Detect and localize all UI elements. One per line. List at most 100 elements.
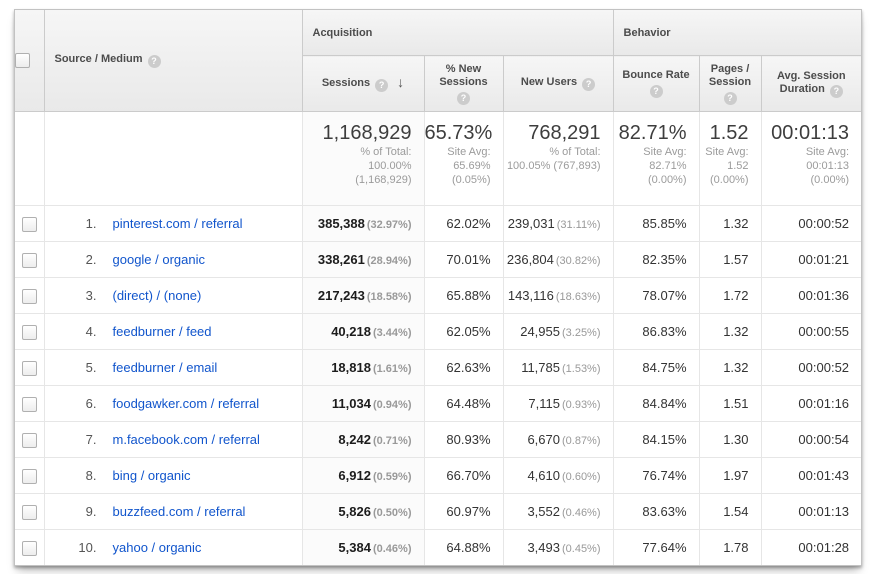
- new-users-value: 236,804: [506, 252, 554, 267]
- help-icon[interactable]: ?: [649, 85, 663, 98]
- source-medium-link[interactable]: m.facebook.com / referral: [112, 432, 260, 447]
- bounce-rate-cell: 84.15%: [613, 421, 700, 458]
- new-users-value: 11,785: [521, 360, 560, 375]
- sessions-percent: (32.97%): [366, 219, 412, 231]
- totals-sessions-sub2: 100.00%: [368, 160, 412, 172]
- help-icon[interactable]: ?: [582, 78, 596, 91]
- row-rank: 4.: [85, 324, 97, 339]
- totals-pages-session: 1.52 Site Avg: 1.52 (0.00%): [699, 111, 762, 206]
- new-users-cell: 143,116 (18.63%): [503, 277, 614, 314]
- totals-pct-new-sub1: Site Avg:: [447, 146, 491, 158]
- column-header-pages-session[interactable]: Pages / Session ?: [699, 55, 762, 112]
- new-users-percent: (0.93%): [561, 399, 601, 411]
- table-row: 3. (direct) / (none) 217,243 (18.58%) 65.8…: [15, 277, 862, 314]
- source-medium-link[interactable]: feedburner / feed: [112, 324, 212, 339]
- new-users-percent: (3.25%): [561, 327, 601, 339]
- help-icon[interactable]: ?: [375, 78, 389, 92]
- sessions-percent: (0.71%): [372, 435, 412, 447]
- totals-new-users-value: 768,291: [528, 122, 601, 144]
- totals-duration-value: 00:01:13: [771, 122, 850, 144]
- row-checkbox-cell: [15, 529, 45, 565]
- source-medium-link[interactable]: bing / organic: [112, 468, 191, 483]
- row-rank: 3.: [85, 288, 97, 303]
- sessions-cell: 338,261 (28.94%): [302, 241, 425, 278]
- row-checkbox-cell: [15, 241, 45, 278]
- bounce-rate-cell: 84.84%: [613, 385, 700, 422]
- source-medium-link[interactable]: feedburner / email: [112, 360, 218, 375]
- new-users-percent: (0.87%): [561, 435, 601, 447]
- help-icon[interactable]: ?: [147, 55, 161, 68]
- pct-new-line2: Sessions: [439, 75, 488, 88]
- pages-session-cell: 1.30: [699, 421, 762, 458]
- source-medium-link[interactable]: yahoo / organic: [112, 540, 202, 555]
- new-users-cell: 3,493 (0.45%): [503, 529, 614, 565]
- table-row: 5. feedburner / email 18,818 (1.61%) 62.63…: [15, 349, 862, 386]
- pct-new-sessions-cell: 80.93%: [424, 421, 504, 458]
- row-checkbox[interactable]: [21, 252, 37, 268]
- row-checkbox[interactable]: [21, 360, 37, 376]
- pages-session-cell: 1.54: [699, 493, 762, 530]
- pct-new-sessions-cell: 62.63%: [424, 349, 504, 386]
- source-medium-report-table: Source / Medium? Acquisition Behavior Se…: [14, 9, 862, 566]
- help-icon[interactable]: ?: [829, 84, 843, 98]
- sessions-value: 11,034: [331, 396, 371, 411]
- new-users-percent: (0.46%): [561, 507, 601, 519]
- row-checkbox[interactable]: [21, 540, 37, 556]
- row-checkbox-cell: [15, 385, 45, 422]
- row-rank: 1.: [85, 216, 97, 231]
- source-medium-link[interactable]: foodgawker.com / referral: [112, 396, 260, 411]
- column-header-avg-session-duration[interactable]: Avg. Session Duration?: [761, 55, 862, 112]
- select-all-checkbox[interactable]: [15, 53, 30, 68]
- totals-row: 1,168,929 % of Total: 100.00% (1,168,929…: [15, 111, 862, 206]
- source-medium-link[interactable]: pinterest.com / referral: [112, 216, 243, 231]
- new-users-label: New Users: [520, 76, 578, 88]
- column-header-new-users[interactable]: New Users?: [503, 55, 614, 112]
- sessions-cell: 5,384 (0.46%): [302, 529, 425, 565]
- analytics-table: Source / Medium? Acquisition Behavior Se…: [15, 10, 862, 565]
- sessions-cell: 18,818 (1.61%): [302, 349, 425, 386]
- totals-checkbox-cell: [15, 111, 45, 206]
- source-medium-cell: 6. foodgawker.com / referral: [44, 385, 303, 422]
- row-checkbox[interactable]: [21, 432, 37, 448]
- pages-session-cell: 1.32: [699, 313, 762, 350]
- row-rank: 5.: [85, 360, 97, 375]
- bounce-rate-cell: 83.63%: [613, 493, 700, 530]
- pages-line1: Pages /: [710, 62, 750, 75]
- pct-new-sessions-cell: 64.48%: [424, 385, 504, 422]
- row-checkbox[interactable]: [21, 396, 37, 412]
- column-header-bounce-rate[interactable]: Bounce Rate ?: [613, 55, 700, 112]
- totals-pct-new-value: 65.73%: [424, 122, 493, 144]
- sessions-percent: (0.94%): [372, 399, 412, 411]
- help-icon[interactable]: ?: [723, 91, 737, 105]
- pages-session-cell: 1.97: [699, 457, 762, 494]
- table-row: 2. google / organic 338,261 (28.94%) 70.01…: [15, 241, 862, 278]
- sessions-label: Sessions: [321, 76, 371, 89]
- row-rank: 6.: [85, 396, 97, 411]
- row-checkbox[interactable]: [21, 288, 37, 304]
- sort-descending-icon: ↓: [397, 73, 405, 90]
- source-medium-label: Source / Medium: [54, 53, 143, 65]
- row-checkbox[interactable]: [21, 216, 37, 232]
- table-row: 1. pinterest.com / referral 385,388 (32.97…: [15, 205, 862, 242]
- row-checkbox[interactable]: [21, 504, 37, 520]
- column-header-pct-new-sessions[interactable]: % New Sessions ?: [424, 55, 504, 112]
- source-medium-link[interactable]: google / organic: [112, 252, 206, 267]
- sessions-cell: 8,242 (0.71%): [302, 421, 425, 458]
- pages-session-cell: 1.78: [699, 529, 762, 565]
- sessions-value: 18,818: [331, 360, 371, 375]
- row-checkbox[interactable]: [21, 468, 37, 484]
- help-icon[interactable]: ?: [457, 91, 470, 105]
- column-header-sessions[interactable]: Sessions? ↓: [302, 55, 425, 112]
- source-medium-link[interactable]: buzzfeed.com / referral: [112, 504, 246, 519]
- bounce-rate-label: Bounce Rate: [622, 69, 690, 81]
- avg-duration-cell: 00:01:43: [761, 457, 862, 494]
- sessions-percent: (0.59%): [372, 471, 412, 483]
- column-header-source-medium[interactable]: Source / Medium?: [44, 10, 303, 112]
- new-users-value: 4,610: [527, 468, 560, 483]
- totals-sessions-sub1: % of Total:: [360, 146, 412, 158]
- source-medium-cell: 5. feedburner / email: [44, 349, 303, 386]
- avg-duration-cell: 00:01:16: [761, 385, 862, 422]
- totals-avg-duration: 00:01:13 Site Avg: 00:01:13 (0.00%): [761, 111, 862, 206]
- source-medium-link[interactable]: (direct) / (none): [112, 288, 202, 303]
- row-checkbox[interactable]: [21, 324, 37, 340]
